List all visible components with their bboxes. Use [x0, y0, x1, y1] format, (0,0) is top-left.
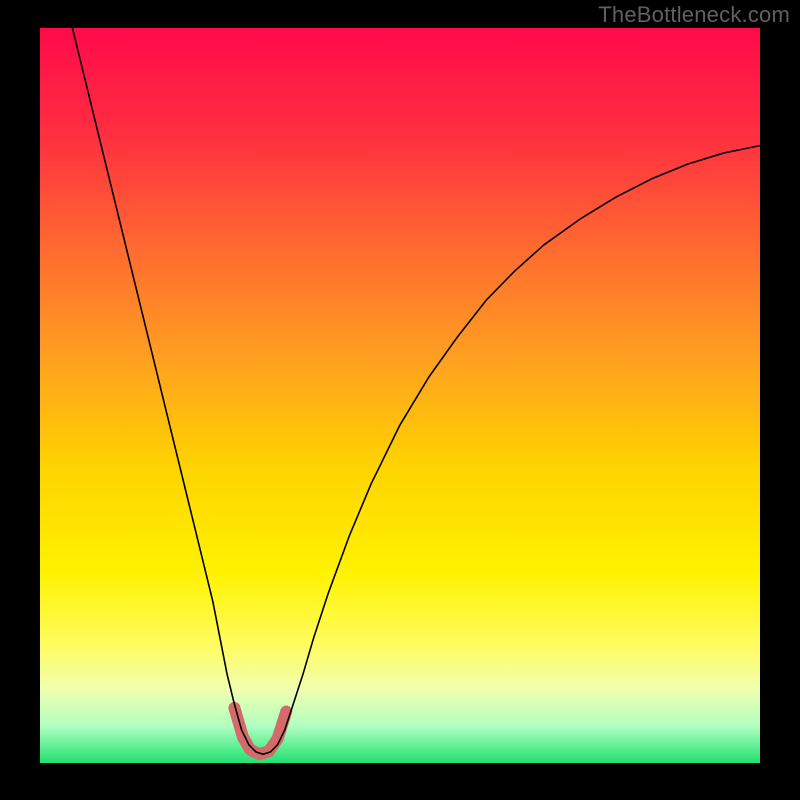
chart-container: TheBottleneck.com: [0, 0, 800, 800]
plot-area: [40, 28, 760, 763]
plot-svg: [40, 28, 760, 763]
watermark-label: TheBottleneck.com: [598, 2, 790, 28]
gradient-background: [40, 28, 760, 763]
